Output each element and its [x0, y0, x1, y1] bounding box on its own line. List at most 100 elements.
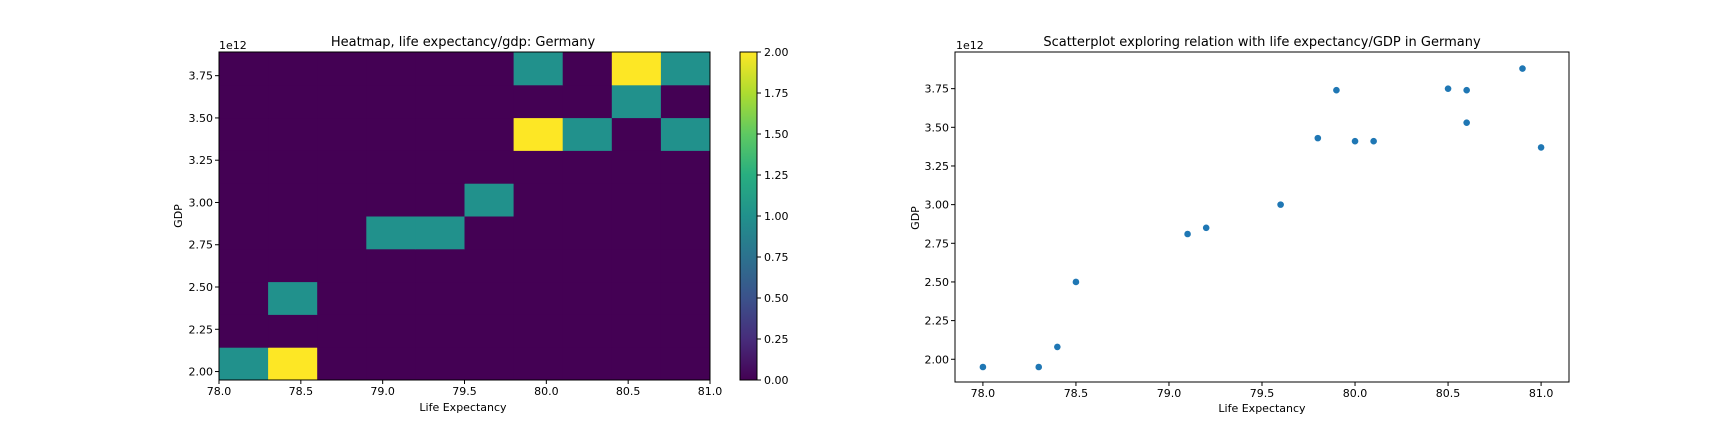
colorbar-tick-label: 1.50: [764, 128, 789, 141]
heatmap-cell: [415, 248, 465, 283]
heatmap-cell: [513, 117, 564, 151]
heatmap-cell: [660, 216, 711, 250]
heatmap-cell: [268, 314, 318, 348]
scatter-y-tick-label: 2.25: [925, 315, 950, 328]
heatmap-cell: [611, 347, 662, 381]
heatmap-cell: [268, 216, 318, 250]
scatter-x-tick-label: 78.5: [1064, 387, 1089, 400]
heatmap-cell: [219, 216, 269, 250]
heatmap-cell: [660, 52, 711, 86]
heatmap-cell: [611, 150, 662, 184]
scatter-x-tick-label: 80.0: [1343, 387, 1368, 400]
heatmap-cell: [660, 183, 711, 217]
heatmap-x-tick-label: 81.0: [698, 385, 723, 398]
colorbar-tick-label: 2.00: [764, 46, 789, 59]
heatmap-cell: [660, 150, 711, 184]
colorbar-tick-label: 1.75: [764, 87, 789, 100]
heatmap-cell: [660, 314, 711, 348]
heatmap-cell: [562, 248, 613, 283]
scatter-point: [1351, 137, 1359, 145]
colorbar-tick-label: 1.25: [764, 169, 789, 182]
scatter-point: [1537, 144, 1545, 151]
heatmap-x-tick-label: 79.0: [370, 385, 395, 398]
heatmap-cells: [219, 52, 711, 381]
heatmap-cell: [415, 150, 465, 184]
heatmap-cell: [268, 281, 318, 315]
scatter-x-tick-label: 79.0: [1157, 387, 1182, 400]
heatmap-cell: [562, 117, 613, 151]
heatmap-cell: [415, 216, 465, 250]
heatmap-cell: [464, 347, 515, 381]
heatmap-cell: [219, 84, 269, 119]
heatmap-cell: [562, 150, 613, 184]
heatmap-cell: [366, 117, 416, 151]
colorbar-tick-label: 0.25: [764, 333, 789, 346]
scatter-y-axis-label: GDP: [909, 206, 922, 230]
colorbar-tick-label: 1.00: [764, 210, 789, 223]
scatter-point: [1054, 343, 1061, 351]
heatmap-cell: [513, 281, 564, 315]
heatmap-cell: [219, 117, 269, 151]
heatmap-cell: [415, 117, 465, 151]
heatmap-cell: [366, 183, 416, 217]
scatter-point: [1463, 86, 1470, 94]
heatmap-cell: [562, 314, 613, 348]
heatmap-x-tick-label: 80.5: [616, 385, 641, 398]
heatmap-y-tick-label: 2.75: [189, 239, 214, 252]
scatter-x-axis-label: Life Expectancy: [1218, 402, 1306, 415]
scatter-frame: [954, 51, 1570, 383]
heatmap-cell: [317, 52, 367, 86]
heatmap-cell: [513, 52, 564, 86]
heatmap-cell: [464, 183, 515, 217]
heatmap-cell: [611, 183, 662, 217]
heatmap-cell: [660, 84, 711, 119]
heatmap-cell: [611, 248, 662, 283]
heatmap-cell: [611, 84, 662, 119]
heatmap-cell: [317, 248, 367, 283]
heatmap-cell: [464, 84, 515, 119]
colorbar-tick-label: 0.75: [764, 251, 789, 264]
heatmap-x-tick-label: 80.0: [534, 385, 559, 398]
heatmap-cell: [611, 216, 662, 250]
scatter-y-tick-label: 3.75: [925, 83, 950, 96]
heatmap-cell: [464, 150, 515, 184]
scatter-x-ticks: 78.0 78.5 79.0 79.5 80.0 80.5 81.0: [971, 382, 1553, 400]
heatmap-x-tick-label: 78.0: [207, 385, 232, 398]
scatter-points: [979, 65, 1545, 371]
heatmap-cell: [219, 248, 269, 283]
heatmap-panel: Heatmap, life expectancy/gdp: Germany 78…: [172, 35, 789, 414]
scatter-point: [1463, 119, 1470, 126]
heatmap-cell: [415, 183, 465, 217]
heatmap-cell: [366, 216, 416, 250]
heatmap-cell: [317, 84, 367, 119]
scatter-y-tick-label: 2.00: [925, 353, 950, 366]
heatmap-cell: [219, 52, 269, 86]
heatmap-cell: [366, 281, 416, 315]
heatmap-cell: [513, 347, 564, 381]
heatmap-title: Heatmap, life expectancy/gdp: Germany: [331, 35, 596, 50]
heatmap-cell: [268, 150, 318, 184]
heatmap-y-tick-label: 3.00: [189, 196, 214, 209]
scatter-point: [1444, 85, 1452, 92]
heatmap-y-tick-label: 2.50: [189, 281, 214, 294]
heatmap-cell: [317, 150, 367, 184]
scatter-point: [1035, 363, 1043, 371]
heatmap-y-ticks: 2.00 2.25 2.50 2.75 3.00 3.25 3.50 3.75: [189, 70, 219, 379]
scatter-y-tick-label: 2.75: [925, 237, 950, 250]
scatter-y-tick-label: 3.25: [925, 160, 950, 173]
heatmap-cell: [415, 314, 465, 348]
heatmap-cell: [219, 314, 269, 348]
scatter-point: [1072, 278, 1080, 286]
heatmap-cell: [464, 52, 515, 86]
heatmap-cell: [660, 117, 711, 151]
heatmap-cell: [513, 248, 564, 283]
heatmap-y-offset-label: 1e12: [219, 39, 247, 52]
heatmap-cell: [317, 281, 367, 315]
heatmap-cell: [415, 347, 465, 381]
heatmap-cell: [366, 52, 416, 86]
heatmap-x-tick-label: 79.5: [452, 385, 477, 398]
heatmap-cell: [317, 183, 367, 217]
scatter-point: [1519, 65, 1526, 72]
heatmap-cell: [415, 52, 465, 86]
